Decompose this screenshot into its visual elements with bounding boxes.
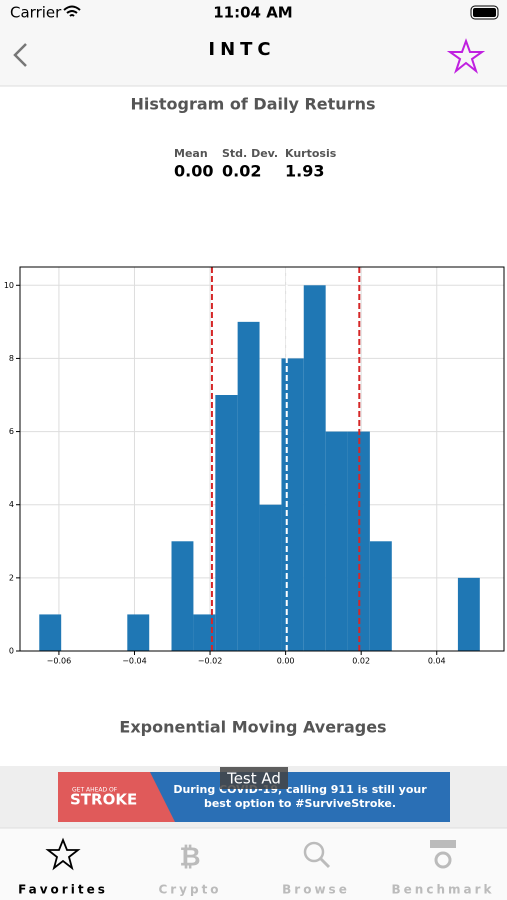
x-tick-label: −0.04 xyxy=(122,657,147,666)
tab-icon xyxy=(434,851,452,869)
clock: 11:04 AM xyxy=(213,4,293,22)
bar xyxy=(127,614,150,651)
plot-frame xyxy=(19,266,505,652)
ad-brand-bg xyxy=(58,772,175,822)
tab-label[interactable]: Crypto xyxy=(158,883,221,897)
header-bg xyxy=(0,0,507,86)
ad-text: During COVID-19, calling 911 is still yo… xyxy=(173,783,427,796)
stat-label: Mean xyxy=(174,147,208,160)
tab-icon xyxy=(45,837,81,871)
tab-bar xyxy=(0,828,507,900)
ad-text: best option to #SurviveStroke. xyxy=(204,797,396,810)
battery-level xyxy=(473,8,496,17)
bar xyxy=(237,321,260,651)
stats: Mean 0.00 Std. Dev. 0.02 Kurtosis 1.93 xyxy=(174,147,337,181)
bar xyxy=(259,504,282,651)
histogram: −0.06 −0.04 −0.02 0.00 0.02 0.04 0 2 4 6 8 10 xyxy=(4,266,505,666)
y-tick-label: 10 xyxy=(4,281,14,290)
y-tick-label: 0 xyxy=(9,647,14,656)
tabs: Favorites Crypto Browse Benchmark xyxy=(18,883,495,897)
bar xyxy=(457,577,480,651)
y-tick-label: 4 xyxy=(9,500,14,509)
bar xyxy=(303,285,326,651)
back-button[interactable] xyxy=(13,43,27,67)
y-tick-label: 2 xyxy=(9,573,14,582)
ad-brand: STROKE xyxy=(70,791,137,809)
stat-value: 0.02 xyxy=(222,162,261,181)
bar xyxy=(39,614,62,651)
stat-value: 0.00 xyxy=(174,162,213,181)
x-tick-label: 0.00 xyxy=(277,657,295,666)
stat-label: Std. Dev. xyxy=(222,147,278,160)
ad-brand-top: GET AHEAD OF xyxy=(72,787,118,794)
x-tick-label: 0.02 xyxy=(352,657,370,666)
bar xyxy=(193,614,216,651)
ad-badge-bg xyxy=(220,767,288,789)
stat-label: Kurtosis xyxy=(285,147,337,160)
tab-icon xyxy=(319,857,331,869)
wifi-icon xyxy=(63,5,81,17)
bar xyxy=(281,358,304,651)
x-tick-label: −0.06 xyxy=(47,657,72,666)
bar xyxy=(325,431,348,651)
y-tick-label: 6 xyxy=(9,427,14,436)
tab-icon xyxy=(303,841,325,863)
x-tick-label: 0.04 xyxy=(428,657,446,666)
bar xyxy=(215,395,238,651)
favorite-button[interactable] xyxy=(446,38,486,74)
chart-title: Histogram of Daily Returns xyxy=(130,95,375,114)
tab-icon xyxy=(430,840,456,848)
section-title: Exponential Moving Averages xyxy=(119,718,386,737)
bar xyxy=(369,541,392,651)
battery xyxy=(470,5,499,20)
ad-badge: Test Ad xyxy=(226,770,281,788)
tab-icon: ₿ xyxy=(179,843,200,873)
tab-label[interactable]: Browse xyxy=(282,883,350,897)
carrier: Carrier xyxy=(10,4,62,22)
x-tick-label: −0.02 xyxy=(198,657,223,666)
bar xyxy=(171,541,194,651)
nav-title: INTC xyxy=(208,39,275,60)
stat-value: 1.93 xyxy=(285,162,324,181)
y-tick-label: 8 xyxy=(9,354,14,363)
tab-label[interactable]: Benchmark xyxy=(392,883,495,897)
tab-label[interactable]: Favorites xyxy=(18,883,108,897)
